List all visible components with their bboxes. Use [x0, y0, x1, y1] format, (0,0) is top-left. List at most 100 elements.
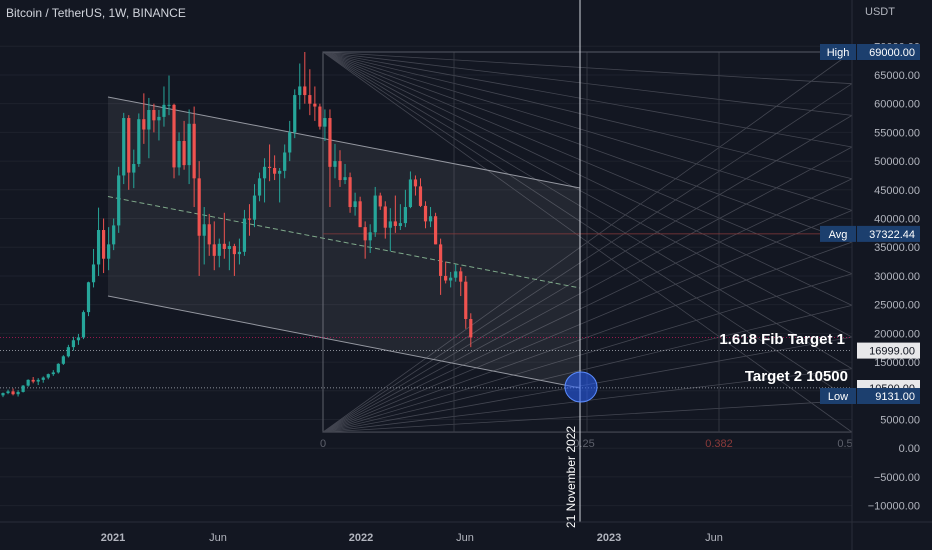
- candle-body: [232, 246, 236, 255]
- candle-body: [222, 243, 226, 249]
- candle-body: [298, 86, 302, 96]
- x-tick-label: 2022: [349, 532, 373, 544]
- candle-body: [147, 109, 151, 130]
- candle-body: [187, 123, 191, 166]
- candle-body: [137, 119, 141, 164]
- candle-body: [439, 244, 443, 276]
- y-tick-label: 40000.00: [874, 214, 920, 226]
- candle-body: [313, 103, 317, 107]
- y-tick-label: 20000.00: [874, 328, 920, 340]
- candle-body: [122, 118, 126, 176]
- candle-body: [212, 244, 216, 256]
- price-tag-box: [857, 44, 920, 61]
- price-tag-box: [857, 342, 920, 359]
- annotation-target-2: Target 2 10500: [745, 368, 848, 385]
- candle-body: [318, 106, 322, 127]
- fib-fan-line: [322, 51, 853, 370]
- fib-fan-line: [322, 146, 853, 433]
- y-tick-label: 30000.00: [874, 271, 920, 283]
- candle-body: [16, 391, 20, 395]
- fib-time-label: 0.25: [573, 438, 594, 450]
- candle-body: [288, 132, 292, 153]
- fib-fan-line: [322, 51, 853, 148]
- fib-fan-line: [322, 51, 853, 116]
- candle-body: [152, 109, 156, 121]
- target-circle: [564, 371, 598, 403]
- candle-body: [459, 271, 463, 282]
- candle-body: [283, 152, 287, 171]
- candle-body: [102, 230, 106, 259]
- x-tick-label: 2021: [101, 532, 125, 544]
- fib-fan-line: [322, 273, 853, 433]
- price-tag-label: Avg: [829, 229, 848, 241]
- candle-body: [363, 227, 367, 241]
- price-tag-value: 9131.00: [875, 391, 915, 403]
- candle-body: [197, 178, 201, 236]
- fib-fan-line: [322, 178, 853, 433]
- candle-body: [469, 319, 473, 338]
- candle-body: [167, 104, 171, 106]
- price-tag-label: Low: [828, 391, 848, 403]
- fib-fan-line: [322, 115, 853, 433]
- price-tag-label-box: [820, 225, 856, 242]
- fib-fan-line: [322, 305, 853, 433]
- chart-title: Bitcoin / TetherUS, 1W, BINANCE: [6, 6, 186, 20]
- candle-body: [418, 186, 423, 206]
- price-tag-value: 69000.00: [869, 47, 915, 59]
- candle-body: [398, 223, 402, 226]
- candle-body: [142, 119, 146, 130]
- candle-body: [262, 166, 267, 179]
- y-tick-label: −5000.00: [874, 472, 920, 484]
- fib-fan-line: [322, 51, 853, 401]
- x-tick-label: Jun: [705, 532, 723, 544]
- fib-fan-line: [322, 83, 853, 433]
- candle-body: [242, 218, 247, 252]
- candle-body: [328, 118, 332, 167]
- candle-body: [368, 232, 372, 241]
- candle-body: [454, 271, 458, 278]
- fib-fan-line: [322, 51, 853, 211]
- candle-body: [217, 243, 221, 256]
- x-tick-label: Jun: [456, 532, 474, 544]
- candle-body: [46, 374, 50, 378]
- channel-median-line: [107, 196, 581, 289]
- candle-body: [408, 179, 413, 208]
- candle-body: [338, 161, 342, 181]
- candle-body: [117, 175, 121, 226]
- candle-body: [26, 379, 30, 386]
- candle-body: [444, 275, 448, 281]
- price-tag-label-box: [820, 44, 856, 61]
- fib-time-label: 0: [320, 438, 326, 450]
- candle-body: [51, 372, 55, 375]
- candle-body: [257, 178, 262, 196]
- candle-body: [66, 347, 70, 357]
- candle-body: [81, 312, 86, 338]
- fib-fan-line: [322, 241, 853, 433]
- price-tag-value: 16999.00: [869, 346, 915, 358]
- fib-time-label: 0.382: [705, 438, 733, 450]
- candle-body: [343, 177, 347, 181]
- y-tick-label: 35000.00: [874, 242, 920, 254]
- candle-body: [172, 104, 176, 168]
- fib-fan-line: [322, 51, 853, 433]
- candle-body: [202, 224, 206, 236]
- candle-body: [333, 161, 337, 167]
- candle-body: [192, 123, 196, 179]
- candle-body: [303, 86, 307, 96]
- fib-fan-line: [322, 51, 853, 275]
- candle-body: [91, 264, 96, 283]
- fib-fan-line: [322, 51, 853, 306]
- candle-body: [162, 104, 166, 117]
- candle-body: [41, 377, 45, 380]
- price-tag-value: 37322.44: [869, 229, 915, 241]
- y-tick-label: 15000.00: [874, 357, 920, 369]
- candle-body: [383, 206, 387, 228]
- candle-body: [207, 224, 211, 245]
- y-tick-label: 45000.00: [874, 185, 920, 197]
- y-tick-label: 50000.00: [874, 156, 920, 168]
- y-tick-label: 5000.00: [880, 414, 920, 426]
- candle-body: [393, 221, 397, 226]
- candle-body: [373, 195, 377, 233]
